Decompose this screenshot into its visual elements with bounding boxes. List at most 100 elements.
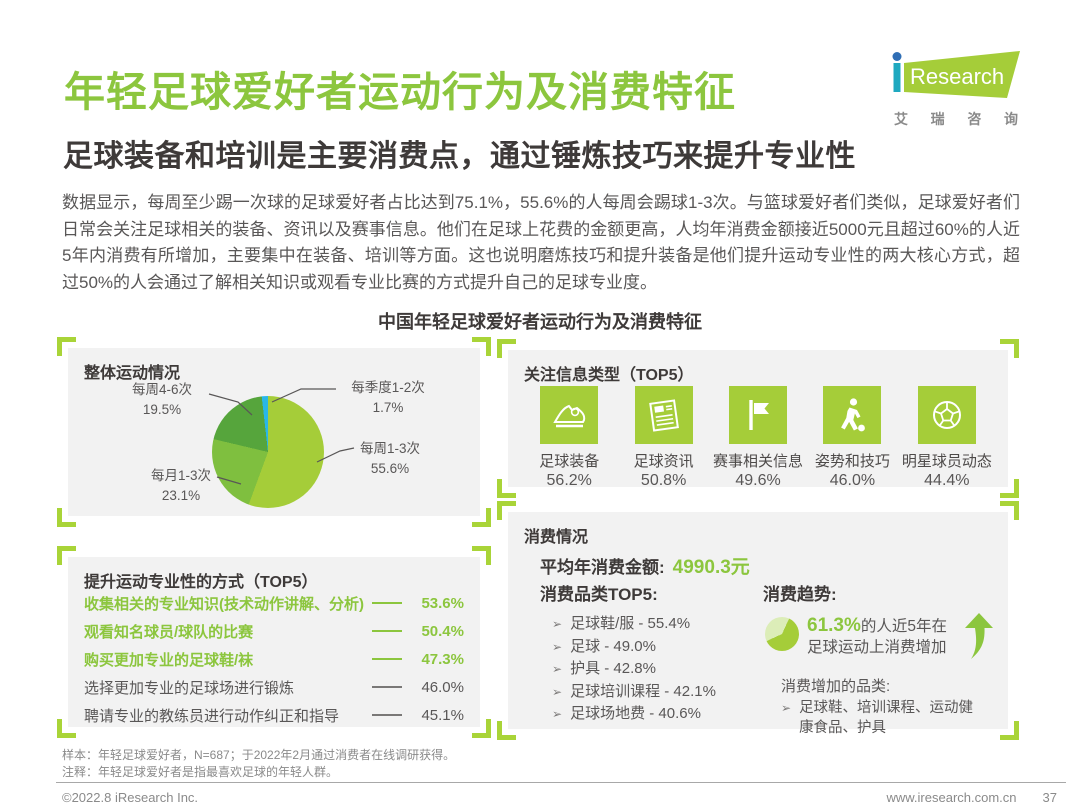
leader-dash-icon bbox=[372, 686, 402, 688]
svg-text:Research: Research bbox=[910, 64, 1004, 89]
way-value: 46.0% bbox=[421, 678, 464, 696]
pie-callout: 每季度1-2次 1.7% bbox=[336, 378, 440, 418]
corner-bracket-icon bbox=[57, 337, 76, 356]
corner-bracket-icon bbox=[497, 339, 516, 358]
way-value: 47.3% bbox=[421, 650, 464, 668]
pie-callout: 每周4-6次 19.5% bbox=[110, 380, 214, 420]
info-value: 49.6% bbox=[735, 472, 781, 489]
category-item: ➢ 足球培训课程 - 42.1% bbox=[552, 682, 716, 700]
ways-list: 收集相关的专业知识(技术动作讲解、分析) 53.6% 观看知名球员/球队的比赛 50… bbox=[84, 589, 464, 729]
arrow-bullet-icon: ➢ bbox=[552, 662, 563, 676]
intro-paragraph: 数据显示，每周至少踢一次球的足球爱好者占比达到75.1%，55.6%的人每周会踢… bbox=[62, 193, 1020, 292]
arrow-bullet-icon: ➢ bbox=[552, 707, 563, 721]
info-label: 明星球员动态 bbox=[901, 453, 992, 470]
pie-callout-label: 每季度1-2次 bbox=[351, 380, 425, 395]
pie-callout-value: 55.6% bbox=[370, 461, 410, 476]
trend-pie-icon bbox=[765, 617, 799, 651]
iresearch-logo: Research 艾瑞咨询 bbox=[886, 50, 1022, 129]
newspaper-icon bbox=[634, 386, 693, 444]
footer-page-number: 37 bbox=[1042, 790, 1057, 805]
info-items-row: 足球装备 56.2% 足球资讯 50.8% 赛事相关信息 49.6% bbox=[522, 386, 994, 490]
leader-dash-icon bbox=[372, 714, 402, 716]
trend-title: 消费趋势: bbox=[763, 585, 837, 604]
page-title: 年轻足球爱好者运动行为及消费特征 bbox=[64, 69, 736, 115]
trend-row: 61.3%的人近5年在足球运动上消费增加 bbox=[763, 613, 998, 659]
category-item: ➢ 足球场地费 - 40.6% bbox=[552, 705, 701, 722]
way-value: 45.1% bbox=[421, 706, 464, 724]
info-label: 足球资讯 bbox=[633, 453, 694, 470]
category-list-title: 消费品类TOP5: bbox=[540, 585, 658, 604]
pie-callout: 每周1-3次 55.6% bbox=[338, 439, 442, 479]
increase-block: 消费增加的品类: ➢ 足球鞋、培训课程、运动健康食品、护具 bbox=[781, 675, 998, 738]
leader-dash-icon bbox=[372, 658, 402, 660]
increase-items: ➢ 足球鞋、培训课程、运动健康食品、护具 bbox=[781, 700, 974, 736]
footer-divider bbox=[56, 782, 1066, 783]
footnote-line2: 注释：年轻足球爱好者是指最喜欢足球的年轻人群。 bbox=[62, 765, 339, 779]
info-label: 姿势和技巧 bbox=[814, 453, 890, 470]
corner-bracket-icon bbox=[1000, 339, 1019, 358]
way-label: 购买更加专业的足球鞋/袜 bbox=[84, 651, 254, 669]
trend-percent: 61.3% bbox=[807, 615, 861, 636]
avg-spend-row: 平均年消费金额: 4990.3元 bbox=[540, 552, 750, 579]
category-item: ➢ 足球 - 49.0% bbox=[552, 637, 656, 655]
info-item: 赛事相关信息 49.6% bbox=[711, 386, 805, 490]
info-label: 足球装备 bbox=[539, 453, 600, 470]
way-value: 50.4% bbox=[421, 622, 464, 640]
page-subtitle: 足球装备和培训是主要消费点，通过锤炼技巧来提升专业性 bbox=[63, 140, 856, 173]
panel-title: 关注信息类型（TOP5） bbox=[524, 367, 694, 384]
panel-title: 提升运动专业性的方式（TOP5） bbox=[84, 574, 318, 591]
panel-overall-activity: 整体运动情况 每周4-6次 19.5% 每季度1-2次 1.7% 每周1-3次 … bbox=[57, 337, 491, 527]
football-icon bbox=[917, 386, 976, 444]
leader-dash-icon bbox=[372, 630, 402, 632]
way-label: 收集相关的专业知识(技术动作讲解、分析) bbox=[84, 595, 364, 613]
pie-callout: 每月1-3次 23.1% bbox=[129, 466, 233, 506]
info-item: 足球装备 56.2% bbox=[522, 386, 616, 490]
corner-bracket-icon bbox=[1000, 479, 1019, 498]
arrow-bullet-icon: ➢ bbox=[552, 617, 563, 631]
info-label: 赛事相关信息 bbox=[713, 453, 804, 470]
panel-consumption: 消费情况 平均年消费金额: 4990.3元 消费品类TOP5: ➢ 足球鞋/服 - … bbox=[497, 501, 1019, 740]
pie-callout-label: 每周4-6次 bbox=[131, 382, 192, 397]
way-label: 聘请专业的教练员进行动作纠正和指导 bbox=[84, 707, 340, 725]
avg-spend-label: 平均年消费金额: bbox=[540, 558, 665, 577]
corner-bracket-icon bbox=[497, 721, 516, 740]
pie-callout-label: 每月1-3次 bbox=[150, 468, 211, 483]
info-item: 足球资讯 50.8% bbox=[616, 386, 710, 490]
leader-dash-icon bbox=[372, 602, 402, 604]
corner-bracket-icon bbox=[497, 479, 516, 498]
category-column: 消费品类TOP5: ➢ 足球鞋/服 - 55.4% ➢ 足球 - 49.0% ➢ 护具… bbox=[540, 580, 716, 726]
way-label: 选择更加专业的足球场进行锻炼 bbox=[84, 679, 295, 697]
footnote: 样本：年轻足球爱好者，N=687；于2022年2月通过消费者在线调研获得。 注释… bbox=[62, 747, 455, 781]
pie-callout-value: 23.1% bbox=[161, 488, 201, 503]
corner-bracket-icon bbox=[1000, 721, 1019, 740]
corner-bracket-icon bbox=[57, 508, 76, 527]
corner-bracket-icon bbox=[57, 719, 76, 738]
way-row: 购买更加专业的足球鞋/袜 47.3% bbox=[84, 645, 464, 673]
info-item: 明星球员动态 44.4% bbox=[900, 386, 994, 490]
footer-right: www.iresearch.com.cn 37 bbox=[860, 790, 1057, 805]
footer-website: www.iresearch.com.cn bbox=[886, 790, 1017, 805]
footer-copyright: ©2022.8 iResearch Inc. bbox=[62, 790, 199, 805]
info-value: 56.2% bbox=[546, 472, 592, 489]
way-row: 聘请专业的教练员进行动作纠正和指导 45.1% bbox=[84, 701, 464, 729]
trend-column: 消费趋势: 61.3%的人近5年在足球运动上消费增加 消费增加的品类: ➢ 足球鞋… bbox=[763, 580, 998, 738]
info-item: 姿势和技巧 46.0% bbox=[805, 386, 899, 490]
up-arrow-icon bbox=[965, 613, 993, 659]
logo-cn-text: 艾瑞咨询 bbox=[894, 111, 1018, 127]
panel-title: 整体运动情况 bbox=[84, 365, 181, 382]
footer: ©2022.8 iResearch Inc. www.iresearch.com… bbox=[62, 790, 1057, 805]
panel-info-types: 关注信息类型（TOP5） 足球装备 56.2% 足球资讯 50.8% bbox=[497, 339, 1019, 498]
way-label: 观看知名球员/球队的比赛 bbox=[84, 623, 254, 641]
shoe-icon bbox=[540, 386, 599, 444]
arrow-bullet-icon: ➢ bbox=[781, 701, 792, 715]
corner-bracket-icon bbox=[57, 546, 76, 565]
flag-icon bbox=[729, 386, 788, 444]
corner-bracket-icon bbox=[472, 337, 491, 356]
info-value: 50.8% bbox=[640, 472, 687, 489]
corner-bracket-icon bbox=[1000, 501, 1019, 520]
pie-callout-label: 每周1-3次 bbox=[359, 441, 420, 456]
trend-text: 61.3%的人近5年在足球运动上消费增加 bbox=[807, 615, 947, 656]
panel-improvement-ways: 提升运动专业性的方式（TOP5） 收集相关的专业知识(技术动作讲解、分析) 53.… bbox=[57, 546, 491, 738]
info-value: 46.0% bbox=[829, 472, 876, 489]
